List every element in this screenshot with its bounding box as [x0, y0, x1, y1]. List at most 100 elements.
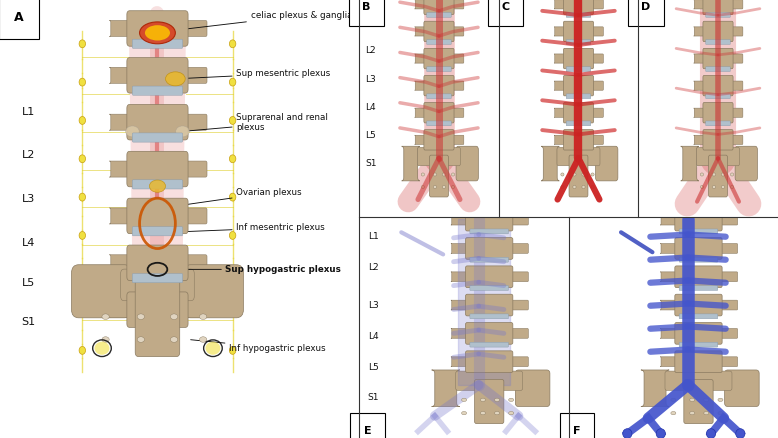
FancyBboxPatch shape — [401, 146, 420, 181]
FancyBboxPatch shape — [451, 300, 468, 310]
FancyBboxPatch shape — [703, 130, 733, 150]
FancyBboxPatch shape — [706, 94, 731, 99]
Text: celiac plexus & ganglia: celiac plexus & ganglia — [174, 11, 352, 30]
Circle shape — [230, 78, 236, 86]
FancyBboxPatch shape — [424, 75, 454, 96]
Ellipse shape — [591, 173, 594, 176]
FancyBboxPatch shape — [566, 94, 591, 99]
FancyBboxPatch shape — [675, 294, 722, 316]
FancyBboxPatch shape — [183, 67, 207, 83]
Ellipse shape — [689, 398, 695, 402]
FancyBboxPatch shape — [465, 209, 513, 231]
FancyBboxPatch shape — [706, 121, 731, 126]
Ellipse shape — [718, 398, 723, 402]
Text: L3: L3 — [365, 74, 376, 84]
Circle shape — [706, 429, 716, 438]
FancyBboxPatch shape — [127, 11, 188, 46]
Text: L4: L4 — [365, 103, 376, 112]
FancyBboxPatch shape — [675, 322, 722, 344]
Ellipse shape — [149, 180, 166, 192]
FancyBboxPatch shape — [426, 13, 451, 18]
Text: Sup hypogastric plexus: Sup hypogastric plexus — [170, 265, 342, 274]
FancyBboxPatch shape — [183, 21, 207, 36]
FancyBboxPatch shape — [665, 371, 732, 390]
Circle shape — [79, 117, 86, 124]
Text: L3: L3 — [368, 301, 379, 310]
FancyBboxPatch shape — [510, 328, 528, 338]
FancyBboxPatch shape — [675, 237, 722, 259]
FancyBboxPatch shape — [554, 0, 565, 9]
Ellipse shape — [718, 411, 723, 415]
Ellipse shape — [142, 201, 173, 246]
Circle shape — [622, 429, 632, 438]
FancyBboxPatch shape — [641, 370, 669, 406]
Text: Ovarian plexus: Ovarian plexus — [180, 188, 302, 205]
Text: Inf hypogastric plexus: Inf hypogastric plexus — [191, 340, 326, 353]
FancyBboxPatch shape — [132, 86, 183, 95]
FancyBboxPatch shape — [703, 102, 733, 123]
FancyBboxPatch shape — [132, 227, 183, 236]
FancyBboxPatch shape — [127, 292, 188, 327]
Circle shape — [79, 155, 86, 163]
Ellipse shape — [433, 173, 436, 176]
FancyBboxPatch shape — [183, 114, 207, 130]
Text: L1: L1 — [22, 107, 35, 117]
FancyBboxPatch shape — [183, 161, 207, 177]
FancyBboxPatch shape — [426, 67, 451, 71]
Ellipse shape — [721, 173, 724, 176]
FancyBboxPatch shape — [679, 286, 718, 290]
FancyBboxPatch shape — [591, 27, 603, 36]
FancyBboxPatch shape — [661, 244, 677, 253]
Ellipse shape — [561, 185, 564, 188]
FancyBboxPatch shape — [515, 370, 550, 406]
Ellipse shape — [689, 411, 695, 415]
Ellipse shape — [495, 411, 499, 415]
Text: L5: L5 — [365, 131, 376, 140]
FancyBboxPatch shape — [703, 0, 733, 14]
FancyBboxPatch shape — [418, 147, 461, 166]
Circle shape — [230, 40, 236, 48]
Ellipse shape — [509, 411, 513, 415]
FancyBboxPatch shape — [510, 215, 528, 225]
FancyBboxPatch shape — [661, 215, 677, 225]
Ellipse shape — [713, 173, 716, 176]
FancyBboxPatch shape — [706, 40, 731, 44]
FancyBboxPatch shape — [731, 108, 743, 117]
FancyBboxPatch shape — [735, 146, 757, 181]
Ellipse shape — [451, 173, 454, 176]
Ellipse shape — [495, 398, 499, 402]
FancyBboxPatch shape — [465, 266, 513, 288]
FancyBboxPatch shape — [566, 121, 591, 126]
Text: L5: L5 — [368, 363, 379, 372]
Ellipse shape — [704, 411, 709, 415]
Ellipse shape — [480, 398, 485, 402]
FancyBboxPatch shape — [591, 0, 603, 9]
FancyBboxPatch shape — [554, 54, 565, 63]
FancyBboxPatch shape — [719, 328, 738, 338]
FancyBboxPatch shape — [591, 81, 603, 90]
FancyBboxPatch shape — [184, 265, 244, 318]
FancyBboxPatch shape — [451, 215, 468, 225]
Circle shape — [79, 40, 86, 48]
FancyBboxPatch shape — [452, 27, 464, 36]
FancyBboxPatch shape — [719, 272, 738, 282]
Text: L2: L2 — [22, 151, 35, 160]
FancyBboxPatch shape — [110, 114, 131, 130]
FancyBboxPatch shape — [703, 75, 733, 96]
Ellipse shape — [704, 398, 709, 402]
FancyBboxPatch shape — [566, 67, 591, 71]
FancyBboxPatch shape — [456, 371, 523, 390]
FancyBboxPatch shape — [554, 27, 565, 36]
FancyBboxPatch shape — [703, 21, 733, 42]
FancyBboxPatch shape — [127, 198, 188, 233]
FancyBboxPatch shape — [719, 244, 738, 253]
FancyBboxPatch shape — [429, 155, 448, 197]
Text: L1: L1 — [368, 232, 379, 241]
Ellipse shape — [731, 173, 734, 176]
FancyBboxPatch shape — [679, 314, 718, 319]
FancyBboxPatch shape — [510, 272, 528, 282]
FancyBboxPatch shape — [415, 27, 426, 36]
Ellipse shape — [582, 185, 585, 188]
FancyBboxPatch shape — [706, 13, 731, 18]
Ellipse shape — [573, 173, 576, 176]
